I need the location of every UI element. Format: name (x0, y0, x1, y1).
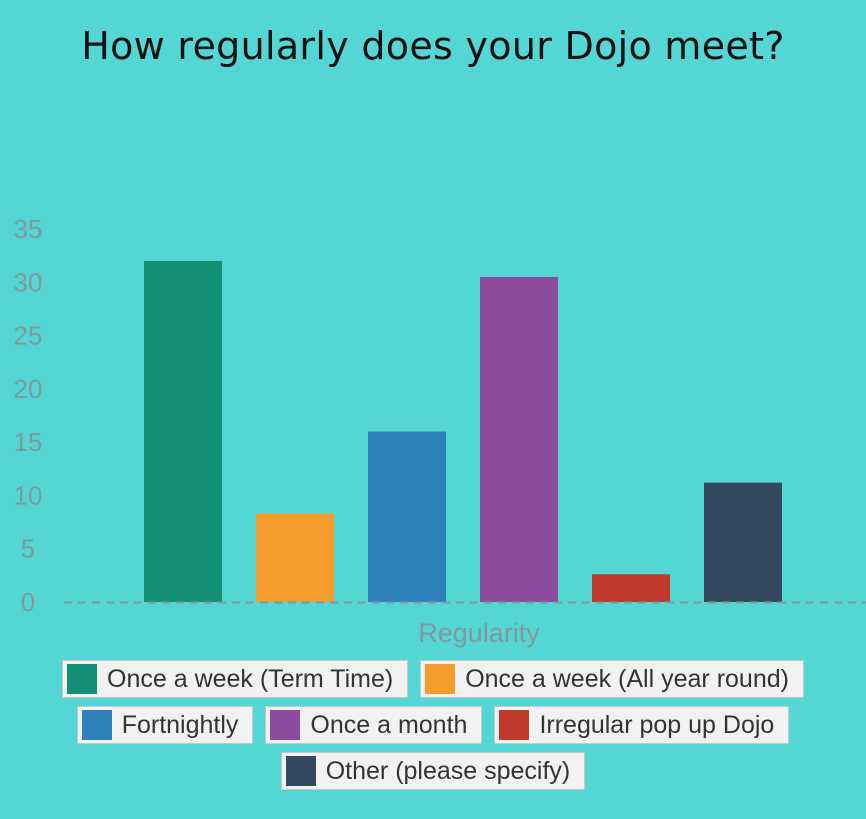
bar (592, 574, 670, 602)
legend-item[interactable]: Once a week (Term Time) (62, 660, 409, 698)
y-tick-label: 25 (14, 321, 43, 351)
legend-item[interactable]: Other (please specify) (280, 752, 586, 790)
legend-swatch (67, 664, 98, 694)
y-tick-label: 30 (14, 267, 43, 297)
legend-swatch (499, 710, 530, 740)
legend-label: Once a week (Term Time) (107, 664, 394, 693)
legend-label: Once a month (310, 710, 468, 739)
legend-item[interactable]: Once a month (265, 706, 483, 744)
legend-swatch (285, 756, 316, 786)
y-tick-label: 0 (21, 587, 35, 617)
y-tick-label: 20 (14, 374, 43, 404)
legend-row: Other (please specify) (0, 752, 866, 790)
chart-legend: Once a week (Term Time) Once a week (All … (0, 660, 866, 798)
legend-label: Other (please specify) (325, 756, 571, 785)
legend-row: Fortnightly Once a month Irregular pop up … (0, 706, 866, 744)
bar-chart-plot: 0 5 10 15 20 25 30 35 Regularity (14, 214, 866, 648)
legend-row: Once a week (Term Time) Once a week (All … (0, 660, 866, 698)
legend-item[interactable]: Fortnightly (76, 706, 254, 744)
bar (480, 276, 558, 602)
legend-item[interactable]: Irregular pop up Dojo (494, 706, 790, 744)
legend-label: Fortnightly (121, 710, 239, 739)
legend-label: Once a week (All year round) (465, 664, 789, 693)
legend-item[interactable]: Once a week (All year round) (420, 660, 804, 698)
legend-label: Irregular pop up Dojo (539, 710, 775, 739)
legend-swatch (425, 664, 456, 694)
bar (704, 482, 782, 602)
bar (144, 260, 222, 602)
legend-swatch (81, 710, 112, 740)
y-tick-label: 15 (14, 427, 43, 457)
legend-swatch (270, 710, 301, 740)
bar (256, 513, 334, 602)
y-tick-label: 5 (21, 534, 35, 564)
x-axis-title: Regularity (418, 618, 540, 648)
chart-title: How regularly does your Dojo meet? (81, 24, 785, 68)
bar (368, 431, 446, 602)
y-tick-label: 35 (14, 214, 43, 244)
y-tick-label: 10 (14, 480, 43, 510)
